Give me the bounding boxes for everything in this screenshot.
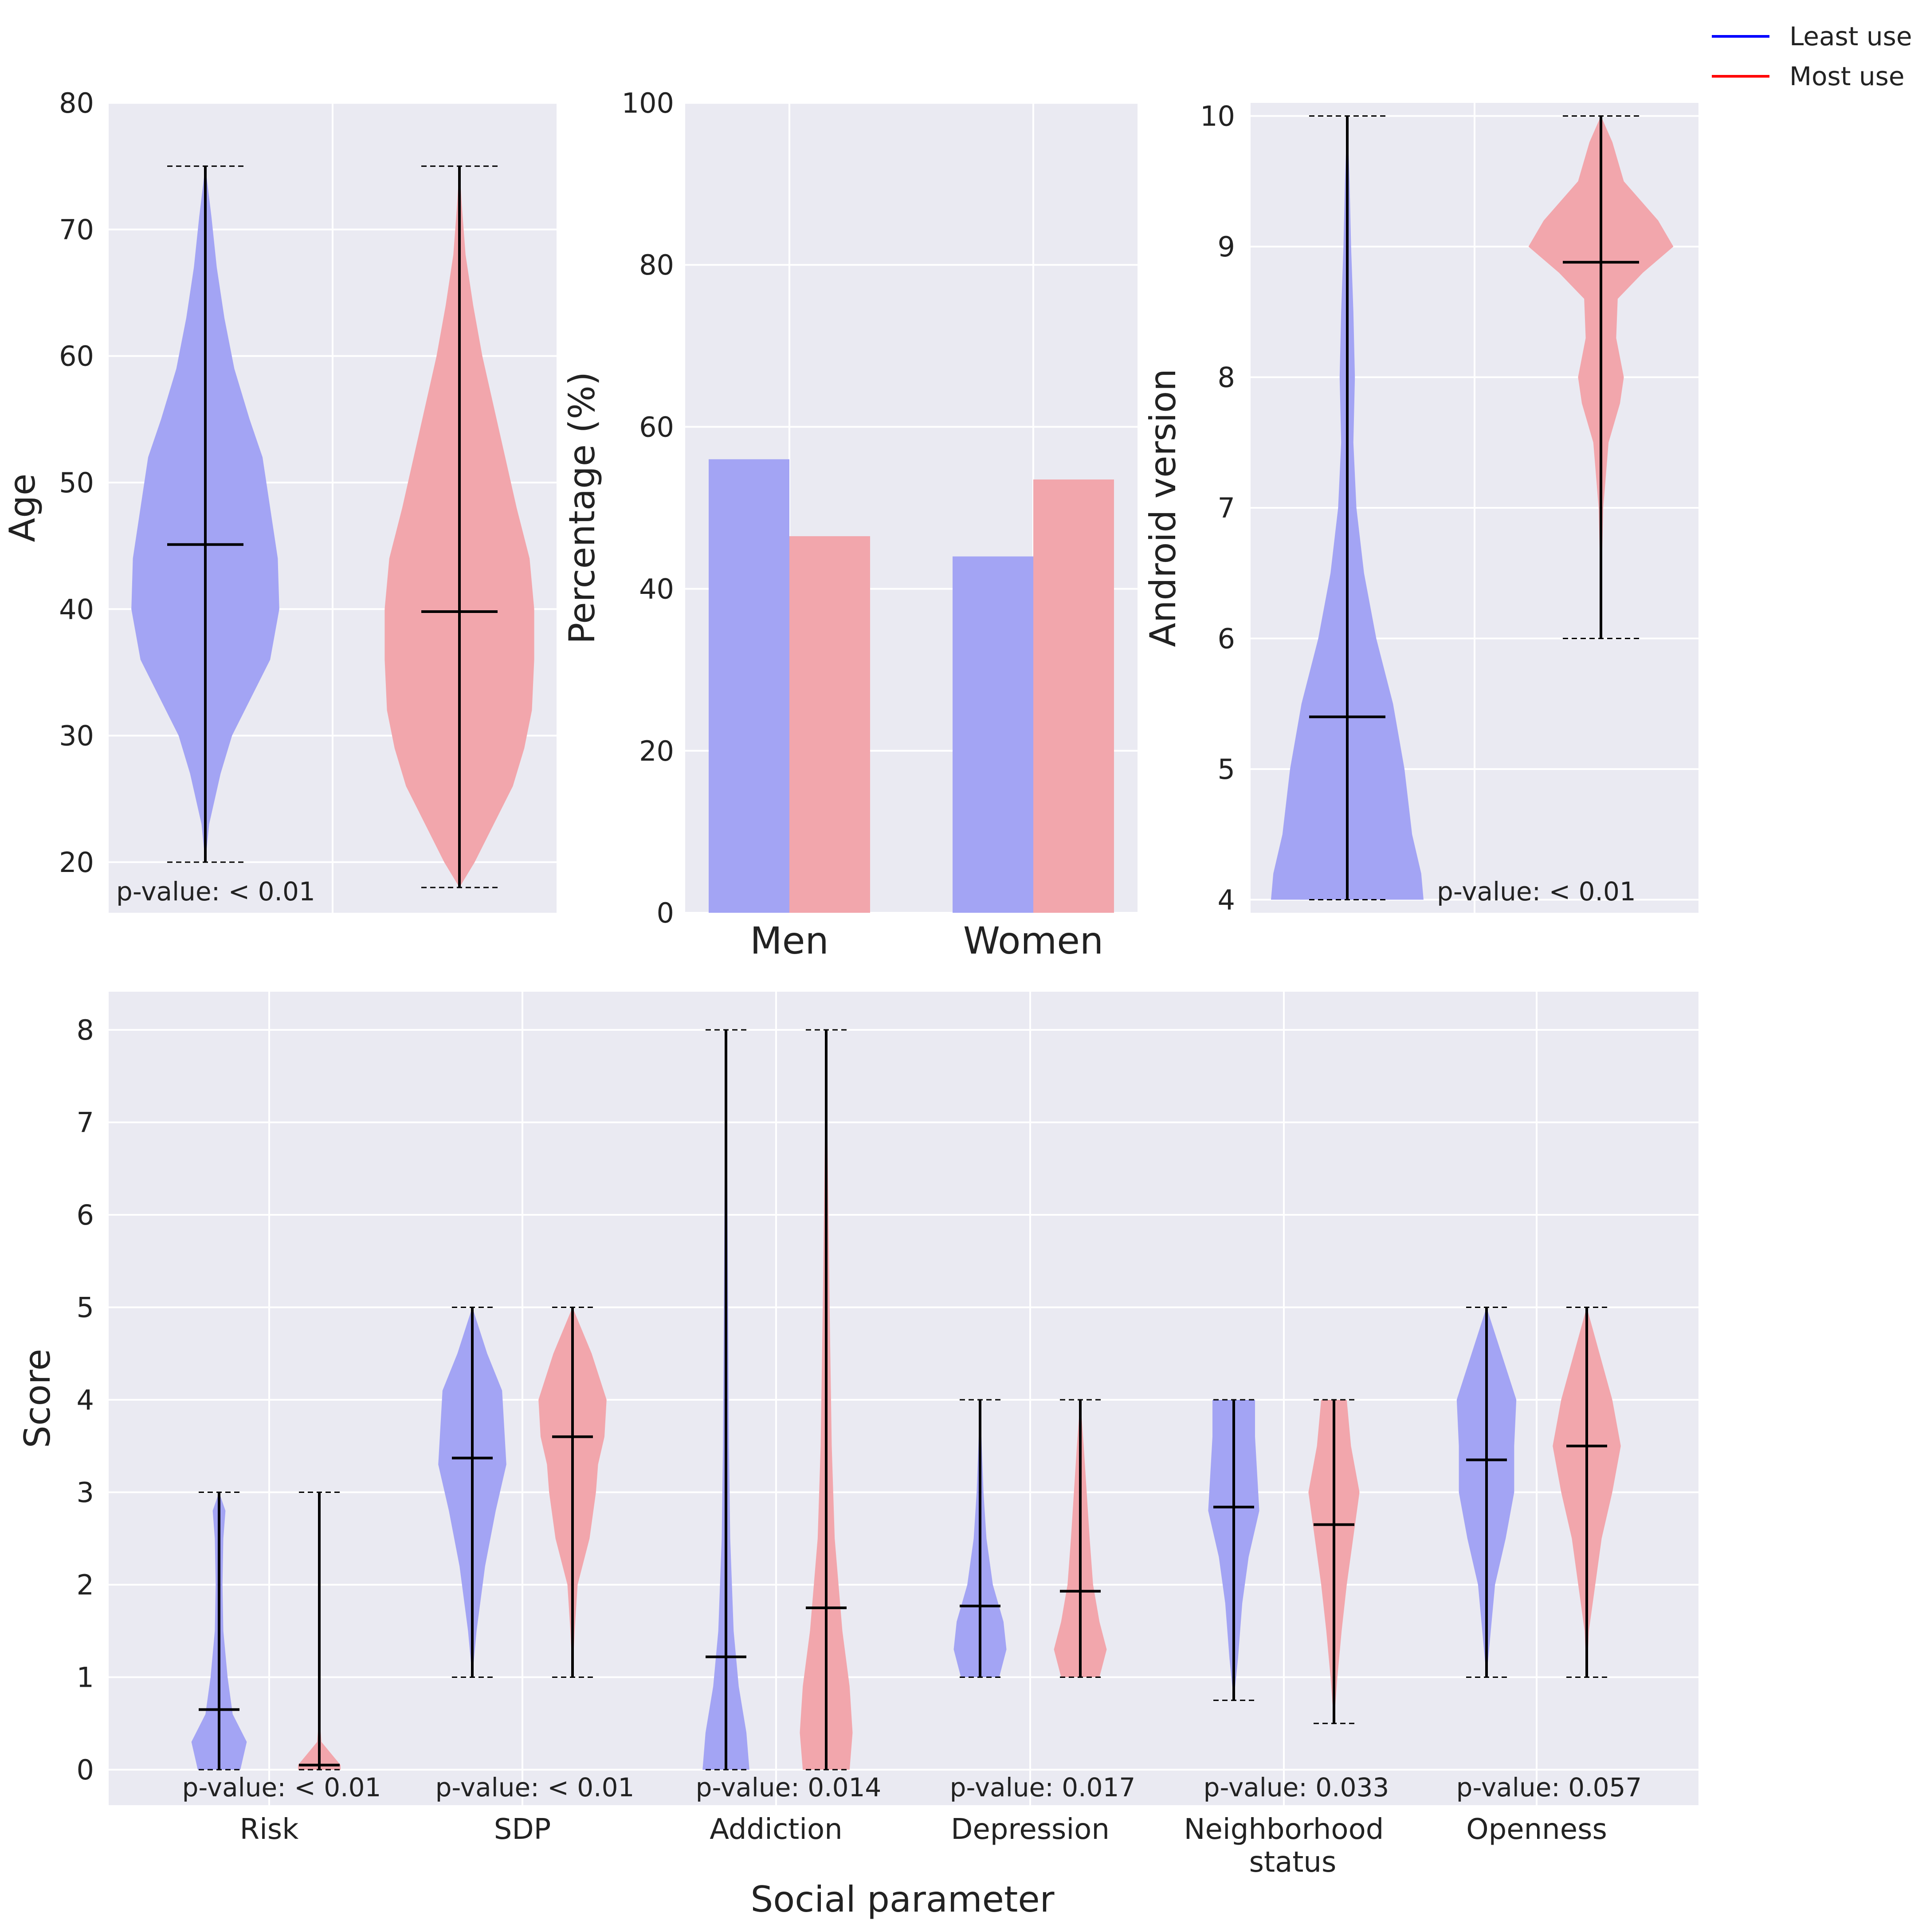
- y-tick-label: 80: [59, 87, 94, 119]
- x-tick-label-line: Addiction: [710, 1813, 842, 1846]
- bar-women-most-use: [1033, 479, 1114, 913]
- y-tick-label: 60: [59, 340, 94, 373]
- legend: Least use Most use: [1712, 21, 1912, 91]
- x-tick-label-line: Depression: [951, 1813, 1110, 1846]
- y-tick-label: 4: [77, 1384, 94, 1416]
- social-parameter-violin-chart: 0 1 2 3 4 5 6 7 8 Score p-value: < 0.01 Risk p-value…: [17, 992, 1698, 1920]
- y-tick-label: 5: [77, 1292, 94, 1324]
- y-tick-label: 70: [59, 213, 94, 246]
- legend-label-most-use: Most use: [1789, 61, 1905, 91]
- y-tick-label: 2: [77, 1569, 94, 1601]
- x-tick-label-line: Neighborhood: [1184, 1813, 1384, 1846]
- gender-bar-chart: 0 20 40 60 80 100 Percentage (%) Men Women: [561, 87, 1138, 962]
- x-tick-label-addiction: Addiction: [710, 1813, 842, 1846]
- legend-label-least-use: Least use: [1789, 21, 1912, 51]
- android-version-violin-chart: 4 5 6 7 8 9 10 Android version p-value: < 0.01: [1142, 100, 1698, 916]
- y-tick-label: 4: [1218, 884, 1235, 916]
- x-tick-label-women: Women: [963, 919, 1103, 962]
- p-value-annotation: p-value: 0.057: [1456, 1772, 1642, 1802]
- y-tick-label: 20: [639, 735, 674, 767]
- y-tick-label: 60: [639, 411, 674, 443]
- y-tick-label: 7: [1218, 492, 1235, 524]
- p-value-annotation: p-value: < 0.01: [116, 876, 315, 907]
- y-tick-label: 50: [59, 467, 94, 499]
- y-tick-label: 5: [1218, 753, 1235, 785]
- p-value-annotation: p-value: 0.014: [696, 1772, 882, 1802]
- p-value-annotation: p-value: 0.033: [1204, 1772, 1389, 1802]
- y-tick-label: 30: [59, 720, 94, 752]
- x-axis-label: Social parameter: [751, 1879, 1055, 1920]
- y-axis-label: Percentage (%): [561, 372, 603, 644]
- x-tick-label-risk: Risk: [240, 1813, 299, 1846]
- y-tick-label: 40: [639, 573, 674, 605]
- x-tick-label-neighborhood: Neighborhood status: [1184, 1813, 1384, 1879]
- x-tick-label-depression: Depression: [951, 1813, 1110, 1846]
- y-tick-label: 80: [639, 249, 674, 281]
- y-tick-label: 1: [77, 1661, 94, 1694]
- p-value-annotation: p-value: < 0.01: [1437, 876, 1636, 907]
- y-tick-label: 3: [77, 1476, 94, 1509]
- p-value-annotation: p-value: < 0.01: [182, 1772, 381, 1802]
- y-tick-label: 100: [622, 87, 674, 119]
- plot-background: [109, 992, 1698, 1805]
- y-tick-label: 8: [1218, 361, 1235, 393]
- x-tick-label-line: SDP: [494, 1813, 551, 1846]
- y-tick-label: 7: [77, 1107, 94, 1139]
- y-tick-label: 0: [77, 1754, 94, 1786]
- y-tick-label: 40: [59, 593, 94, 625]
- age-violin-chart: 20 30 40 50 60 70 80 Age p-value: < 0.01: [2, 87, 557, 913]
- y-axis-label: Age: [2, 474, 43, 542]
- y-tick-label: 9: [1218, 231, 1235, 263]
- x-tick-label-sdp: SDP: [494, 1813, 551, 1846]
- p-value-annotation: p-value: 0.017: [950, 1772, 1136, 1802]
- x-tick-label-line: Openness: [1466, 1813, 1607, 1846]
- p-value-annotation: p-value: < 0.01: [435, 1772, 635, 1802]
- bar-women-least-use: [953, 556, 1033, 913]
- y-tick-label: 8: [77, 1014, 94, 1046]
- y-axis-label: Score: [17, 1349, 58, 1448]
- x-tick-label-line: status: [1249, 1846, 1337, 1879]
- bar-men-least-use: [709, 459, 789, 913]
- x-tick-label-openness: Openness: [1466, 1813, 1607, 1846]
- y-tick-label: 0: [657, 897, 674, 929]
- y-tick-label: 20: [59, 846, 94, 879]
- y-tick-label: 10: [1200, 100, 1235, 132]
- x-tick-label-line: Risk: [240, 1813, 299, 1846]
- x-tick-label-men: Men: [750, 919, 828, 962]
- bar-men-most-use: [789, 536, 870, 913]
- y-tick-label: 6: [77, 1199, 94, 1231]
- y-axis-label: Android version: [1142, 369, 1184, 647]
- y-tick-label: 6: [1218, 623, 1235, 655]
